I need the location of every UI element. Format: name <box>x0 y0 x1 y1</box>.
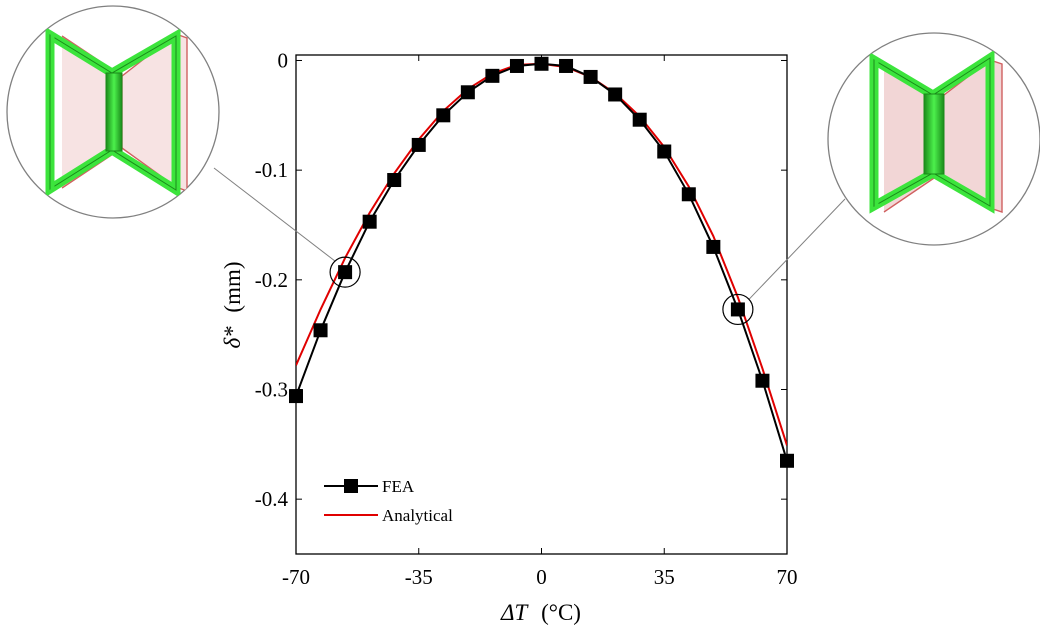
axis-tick-labels: -70 -35 0 35 70 0 -0.1 -0.2 -0.3 -0.4 <box>255 48 798 589</box>
axis-ticks <box>295 55 788 554</box>
y-axis-symbol: δ* <box>220 326 245 349</box>
x-tick-label: 70 <box>777 565 798 589</box>
fea-series-line <box>296 62 787 462</box>
x-axis-unit: (°C) <box>541 600 581 625</box>
fea-marker <box>730 302 745 317</box>
fea-marker <box>559 58 574 73</box>
right-inset-connector <box>748 198 846 300</box>
fea-marker <box>436 108 451 123</box>
legend: FEA Analytical <box>324 477 453 525</box>
y-tick-label: -0.1 <box>255 158 288 182</box>
legend-fea-marker <box>344 479 358 493</box>
y-axis-title: δ* (mm) <box>220 261 245 348</box>
fea-marker <box>632 112 647 127</box>
analytical-series-line <box>296 62 787 446</box>
x-tick-label: -70 <box>282 565 310 589</box>
y-tick-label: -0.4 <box>255 487 289 511</box>
x-tick-label: 0 <box>536 565 547 589</box>
fea-marker <box>338 265 353 280</box>
fea-marker <box>411 137 426 152</box>
legend-analytical-label: Analytical <box>382 506 453 525</box>
plot-area-frame <box>295 54 788 555</box>
fea-marker <box>387 173 402 188</box>
x-axis-title: ΔT (°C) <box>500 600 581 625</box>
left-inset-cell-illustration <box>45 26 188 199</box>
fea-marker <box>583 69 598 84</box>
x-tick-label: -35 <box>405 565 433 589</box>
y-tick-label: 0 <box>278 48 289 72</box>
fea-marker <box>657 144 672 159</box>
fea-marker <box>780 453 794 468</box>
x-tick-label: 35 <box>654 565 675 589</box>
left-inset-connector <box>213 167 336 262</box>
fea-series-markers <box>289 56 794 468</box>
right-inset-cell-illustration <box>869 49 1003 214</box>
highlight-circle-left <box>329 256 361 288</box>
fea-marker <box>289 389 303 404</box>
right-inset-lens <box>827 32 1040 246</box>
fea-marker <box>313 323 328 338</box>
highlight-circle-right <box>722 293 754 326</box>
left-inset-lens <box>6 5 220 219</box>
fea-marker <box>362 214 377 229</box>
fea-marker <box>534 56 549 71</box>
y-tick-label: -0.2 <box>255 268 288 292</box>
legend-fea-label: FEA <box>382 477 415 496</box>
fea-marker <box>460 85 475 100</box>
y-tick-label: -0.3 <box>255 377 288 401</box>
fea-marker <box>485 68 500 83</box>
fea-marker <box>608 87 623 102</box>
fea-marker <box>509 58 524 73</box>
fea-marker <box>681 187 696 202</box>
y-axis-unit: (mm) <box>220 261 245 312</box>
x-axis-symbol: ΔT <box>500 600 529 625</box>
fea-marker <box>755 373 770 388</box>
fea-marker <box>706 239 721 254</box>
